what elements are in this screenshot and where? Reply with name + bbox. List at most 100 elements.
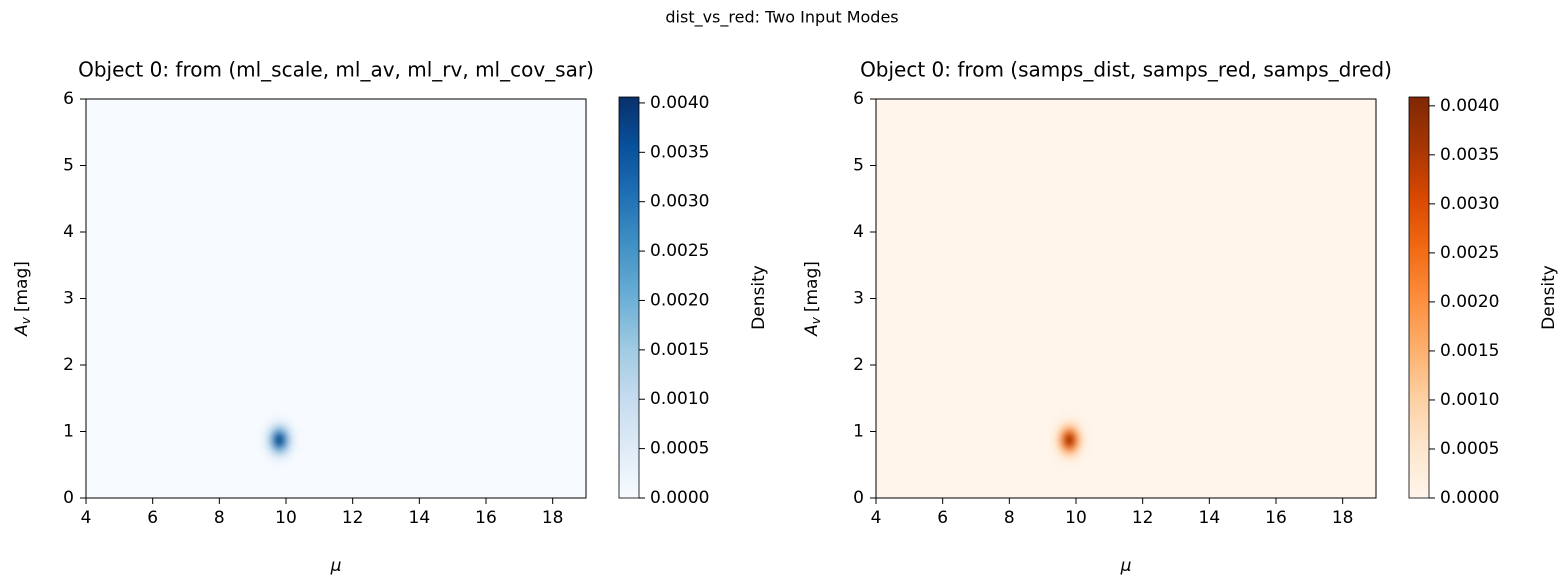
heatmap-cell bbox=[1051, 442, 1055, 448]
heatmap-cell bbox=[281, 447, 285, 454]
heatmap-cell bbox=[267, 420, 272, 427]
heatmap bbox=[257, 410, 302, 470]
heatmap-cell bbox=[1047, 415, 1052, 422]
heatmap-cell bbox=[1077, 420, 1082, 427]
x-tick-label: 12 bbox=[342, 508, 364, 528]
heatmap-cell bbox=[1084, 431, 1089, 438]
heatmap-cell bbox=[1071, 452, 1075, 459]
heatmap-cell bbox=[1061, 447, 1065, 454]
heatmap-cell bbox=[271, 420, 275, 427]
heatmap-cell bbox=[287, 426, 292, 432]
heatmap-cell bbox=[1061, 415, 1065, 422]
heatmap-cell bbox=[291, 431, 295, 438]
heatmap-cell bbox=[257, 410, 262, 417]
heatmap-cell bbox=[1047, 420, 1052, 427]
colorbar-tick-label: 0.0035 bbox=[650, 142, 709, 162]
y-axis-subscript: v bbox=[809, 316, 823, 324]
colorbar-tick-label: 0.0015 bbox=[1440, 341, 1499, 361]
heatmap-cell bbox=[271, 463, 275, 470]
heatmap-cell bbox=[261, 415, 265, 422]
heatmap-cell bbox=[261, 410, 265, 417]
heatmap-cell bbox=[1081, 426, 1085, 432]
heatmap-cell bbox=[1064, 447, 1069, 454]
heatmap-cell bbox=[271, 442, 275, 448]
heatmap-cell bbox=[274, 431, 279, 438]
colorbar-tick-label: 0.0025 bbox=[1440, 243, 1499, 263]
heatmap-cell bbox=[1084, 426, 1089, 432]
heatmap-cell bbox=[267, 410, 272, 417]
heatmap-cell bbox=[287, 447, 292, 454]
y-tick-label: 1 bbox=[63, 422, 74, 442]
colorbar-tick-label: 0.0015 bbox=[650, 340, 709, 360]
heatmap-cell bbox=[267, 436, 272, 443]
heatmap-cell bbox=[284, 426, 289, 432]
y-axis-symbol: A bbox=[802, 324, 822, 337]
y-tick-label: 6 bbox=[853, 89, 864, 109]
heatmap-cell bbox=[1087, 452, 1092, 459]
heatmap-cell bbox=[1061, 431, 1065, 438]
heatmap-cell bbox=[1081, 410, 1085, 417]
heatmap-cell bbox=[1057, 426, 1062, 432]
heatmap-cell bbox=[257, 420, 262, 427]
heatmap-cell bbox=[1077, 463, 1082, 470]
heatmap-cell bbox=[284, 410, 289, 417]
heatmap-cell bbox=[1051, 447, 1055, 454]
x-tick-label: 14 bbox=[409, 508, 431, 528]
y-axis-label: Av [mag] bbox=[802, 261, 823, 337]
heatmap-cell bbox=[1061, 410, 1065, 417]
heatmap-cell bbox=[281, 458, 285, 464]
heatmap-cell bbox=[1077, 447, 1082, 454]
heatmap-cell bbox=[1077, 436, 1082, 443]
heatmap-cell bbox=[294, 420, 299, 427]
heatmap-cell bbox=[264, 452, 269, 459]
heatmap-cell bbox=[284, 458, 289, 464]
x-tick-label: 18 bbox=[542, 508, 564, 528]
heatmap-cell bbox=[281, 442, 285, 448]
heatmap-cell bbox=[284, 436, 289, 443]
colorbar-tick-label: 0.0040 bbox=[650, 93, 709, 113]
heatmap-cell bbox=[1061, 426, 1065, 432]
heatmap-cell bbox=[297, 415, 302, 422]
heatmap-cell bbox=[257, 415, 262, 422]
heatmap-cell bbox=[1064, 415, 1069, 422]
heatmap-cell bbox=[1054, 463, 1059, 470]
heatmap-cell bbox=[1081, 431, 1085, 438]
heatmap-cell bbox=[1077, 442, 1082, 448]
colorbar-tick-label: 0.0030 bbox=[650, 192, 709, 212]
heatmap-cell bbox=[297, 458, 302, 464]
heatmap-cell bbox=[1067, 442, 1072, 448]
colorbar-tick-label: 0.0020 bbox=[1440, 292, 1499, 312]
heatmap-cell bbox=[284, 431, 289, 438]
heatmap-cell bbox=[267, 426, 272, 432]
heatmap-cell bbox=[1061, 458, 1065, 464]
heatmap-cell bbox=[277, 410, 282, 417]
colorbar-tick-label: 0.0000 bbox=[1440, 488, 1499, 508]
heatmap-cell bbox=[1074, 447, 1079, 454]
heatmap-cell bbox=[1064, 436, 1069, 443]
heatmap-cells bbox=[257, 410, 302, 470]
heatmap-cell bbox=[1064, 426, 1069, 432]
heatmap-cell bbox=[1077, 452, 1082, 459]
colorbar-tick-label: 0.0035 bbox=[1440, 145, 1499, 165]
heatmap-cell bbox=[1077, 458, 1082, 464]
heatmap-cell bbox=[1084, 420, 1089, 427]
heatmap-cell bbox=[271, 431, 275, 438]
heatmap-cell bbox=[267, 415, 272, 422]
heatmap-cell bbox=[1057, 410, 1062, 417]
heatmap-cell bbox=[287, 431, 292, 438]
heatmap-cell bbox=[1051, 420, 1055, 427]
heatmap-cell bbox=[287, 410, 292, 417]
heatmap-cell bbox=[261, 431, 265, 438]
heatmap-cell bbox=[1087, 431, 1092, 438]
colorbar-tick-label: 0.0030 bbox=[1440, 194, 1499, 214]
x-tick-label: 8 bbox=[1004, 508, 1015, 528]
heatmap-cell bbox=[1061, 452, 1065, 459]
heatmap-cell bbox=[1051, 426, 1055, 432]
heatmap-cell bbox=[1087, 447, 1092, 454]
x-tick-label: 12 bbox=[1132, 508, 1154, 528]
heatmap-cell bbox=[264, 410, 269, 417]
heatmap-cell bbox=[1087, 458, 1092, 464]
y-tick-label: 5 bbox=[853, 156, 864, 176]
heatmap-cell bbox=[291, 442, 295, 448]
